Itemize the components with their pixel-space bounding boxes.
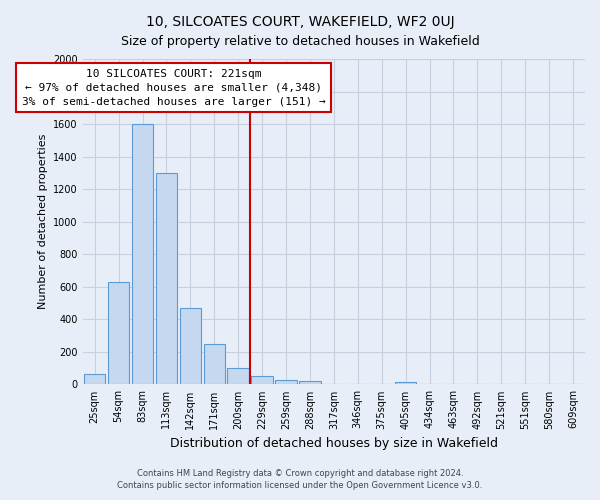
Text: 10 SILCOATES COURT: 221sqm
← 97% of detached houses are smaller (4,348)
3% of se: 10 SILCOATES COURT: 221sqm ← 97% of deta… — [22, 69, 325, 107]
Y-axis label: Number of detached properties: Number of detached properties — [38, 134, 47, 310]
Bar — [203, 344, 225, 385]
Bar — [251, 376, 273, 384]
Bar — [155, 173, 177, 384]
X-axis label: Distribution of detached houses by size in Wakefield: Distribution of detached houses by size … — [170, 437, 498, 450]
Bar — [132, 124, 153, 384]
Text: 10, SILCOATES COURT, WAKEFIELD, WF2 0UJ: 10, SILCOATES COURT, WAKEFIELD, WF2 0UJ — [146, 15, 454, 29]
Bar — [395, 382, 416, 384]
Bar — [84, 374, 106, 384]
Bar — [108, 282, 130, 384]
Bar — [275, 380, 297, 384]
Text: Contains HM Land Registry data © Crown copyright and database right 2024.
Contai: Contains HM Land Registry data © Crown c… — [118, 468, 482, 490]
Text: Size of property relative to detached houses in Wakefield: Size of property relative to detached ho… — [121, 35, 479, 48]
Bar — [227, 368, 249, 384]
Bar — [299, 381, 321, 384]
Bar — [179, 308, 201, 384]
